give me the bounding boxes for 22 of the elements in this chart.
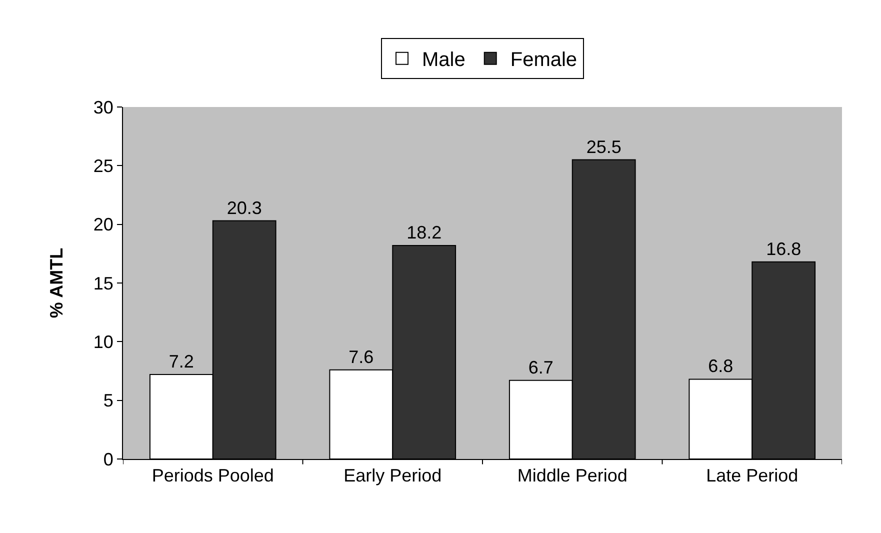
x-tick-label: Middle Period xyxy=(517,466,628,486)
y-tick-label: 30 xyxy=(93,97,114,118)
data-label: 18.2 xyxy=(406,222,442,242)
data-label: 20.3 xyxy=(226,198,262,218)
data-label: 16.8 xyxy=(766,238,802,259)
y-tick-label: 10 xyxy=(93,332,114,352)
y-tick-label: 15 xyxy=(93,273,114,294)
legend-label: Male xyxy=(422,49,466,72)
data-label: 6.7 xyxy=(528,357,554,378)
legend-label: Female xyxy=(510,49,578,72)
x-tick-label: Early Period xyxy=(344,466,442,486)
data-label: 7.2 xyxy=(168,352,194,372)
y-tick-label: 0 xyxy=(103,449,114,470)
x-tick-label: Late Period xyxy=(706,466,798,486)
y-axis-title: % AMTL xyxy=(46,248,67,318)
y-tick-label: 5 xyxy=(103,390,114,411)
data-label: 25.5 xyxy=(586,136,622,157)
x-tick-label: Periods Pooled xyxy=(152,466,274,486)
y-tick-label: 25 xyxy=(93,156,114,176)
data-label: 7.6 xyxy=(348,346,374,367)
y-tick-label: 20 xyxy=(93,214,114,235)
data-label: 6.8 xyxy=(708,356,734,376)
